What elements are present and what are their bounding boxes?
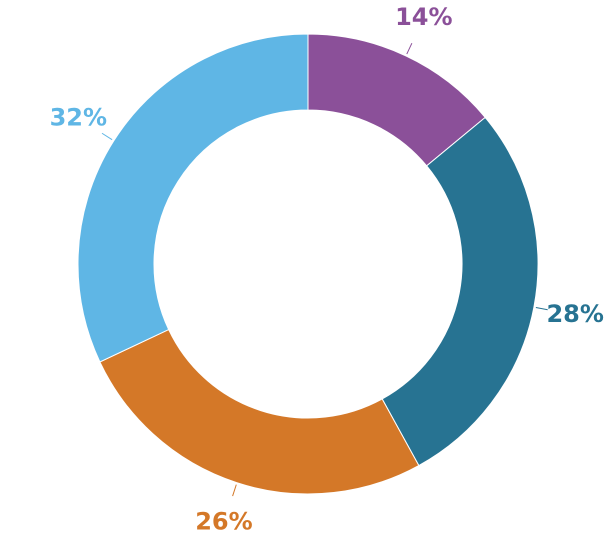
data-label: 28% (546, 300, 603, 328)
leader-line (406, 43, 413, 55)
data-label: 26% (195, 508, 252, 536)
donut-segment (381, 116, 539, 467)
leader-line (232, 484, 237, 497)
donut-segment (77, 33, 309, 363)
data-label: 14% (395, 3, 452, 31)
leader-line (101, 132, 113, 141)
donut-segment (99, 328, 420, 495)
leader-line (535, 306, 548, 311)
data-label: 32% (50, 103, 107, 131)
